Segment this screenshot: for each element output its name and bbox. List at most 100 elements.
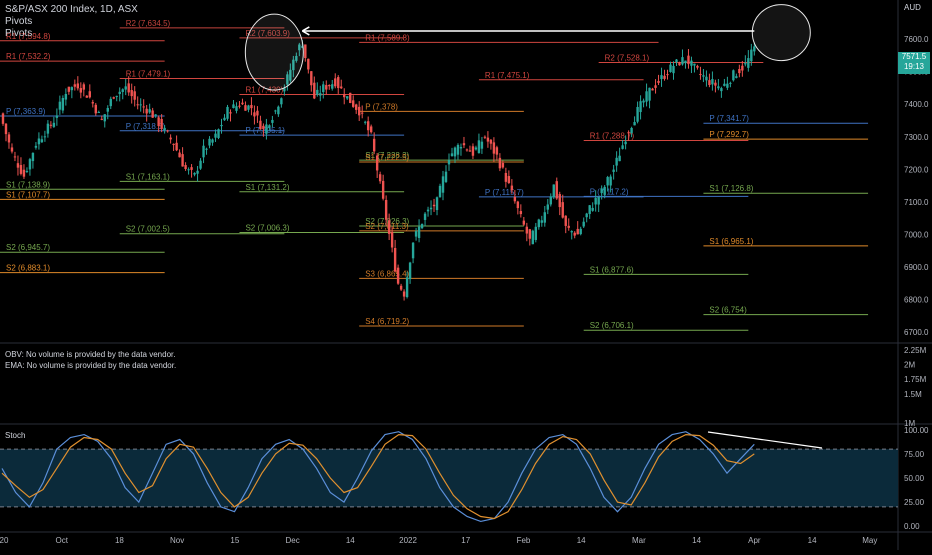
candle-body xyxy=(220,124,223,127)
y-tick-label: 7300.0 xyxy=(904,133,929,142)
candle-body xyxy=(322,84,325,93)
candle-body xyxy=(591,207,594,211)
candle-body xyxy=(28,159,32,170)
candle-body xyxy=(136,104,139,106)
candle-body xyxy=(217,129,220,138)
stoch-tick-label: 75.00 xyxy=(904,450,925,459)
candle-body xyxy=(489,139,493,144)
candle-body xyxy=(570,231,573,233)
candle-body xyxy=(202,145,205,158)
candle-body xyxy=(444,171,448,182)
pivots-label-1: Pivots xyxy=(5,16,33,27)
candle-body xyxy=(100,118,103,120)
obv-tick-label: 2M xyxy=(904,361,915,370)
candle-body xyxy=(639,101,642,113)
pivot-label: R1 (7,475.1) xyxy=(485,71,530,80)
candle-body xyxy=(531,230,535,245)
candle-body xyxy=(85,95,89,98)
candle-body xyxy=(363,121,367,123)
candle-body xyxy=(663,75,666,79)
candle-body xyxy=(579,228,582,235)
candle-body xyxy=(181,154,184,167)
pivot-label: S1 (7,107.7) xyxy=(6,190,50,199)
candle-body xyxy=(702,75,705,77)
candle-body xyxy=(468,150,472,152)
x-tick-label: 14 xyxy=(808,536,817,545)
candle-body xyxy=(492,142,496,154)
candle-body xyxy=(573,232,576,236)
candle-body xyxy=(525,226,529,234)
pivot-label: S1 (7,222.5) xyxy=(365,153,409,162)
candle-body xyxy=(247,105,250,110)
candle-body xyxy=(576,228,579,235)
candle-body xyxy=(729,82,732,84)
pivots-label-2: Pivots xyxy=(5,28,33,39)
candle-body xyxy=(334,78,337,87)
candle-body xyxy=(355,104,358,110)
candle-body xyxy=(582,221,585,227)
candle-body xyxy=(519,211,523,215)
candle-body xyxy=(97,111,100,113)
candle-body xyxy=(483,136,487,138)
candle-body xyxy=(387,220,391,234)
candle-body xyxy=(552,184,555,198)
pivot-label: R1 (7,589.8) xyxy=(365,33,410,42)
candle-body xyxy=(73,84,77,87)
candle-body xyxy=(717,86,720,89)
candle-body xyxy=(178,152,181,158)
x-tick-label: May xyxy=(862,536,877,545)
candle-body xyxy=(283,88,286,92)
pivot-label: P (7,117.2) xyxy=(590,187,629,196)
candle-body xyxy=(636,106,639,122)
candle-body xyxy=(160,118,163,129)
x-tick-label: 14 xyxy=(577,536,586,545)
candle-body xyxy=(310,71,313,86)
pivot-label: S2 (7,011.3) xyxy=(365,222,409,231)
candle-body xyxy=(534,226,538,240)
price-badge-timer: 19:13 xyxy=(903,62,925,71)
candle-body xyxy=(495,147,499,155)
candle-body xyxy=(726,83,729,88)
candle-body xyxy=(621,145,624,149)
candle-body xyxy=(651,88,654,91)
candle-body xyxy=(507,176,511,183)
x-tick-label: Nov xyxy=(170,536,184,545)
candle-body xyxy=(223,117,226,121)
obv-tick-label: 1.5M xyxy=(904,390,922,399)
candle-body xyxy=(375,155,379,171)
candle-body xyxy=(94,104,97,114)
candle-body xyxy=(157,117,160,127)
candle-body xyxy=(253,112,256,117)
pivot-label: S2 (7,006.3) xyxy=(245,223,289,232)
candle-body xyxy=(112,97,115,99)
pivot-label: P (7,292.7) xyxy=(709,130,749,139)
candle-body xyxy=(417,226,421,238)
candle-body xyxy=(486,137,490,142)
candle-body xyxy=(115,95,118,97)
candle-body xyxy=(67,86,71,92)
candle-body xyxy=(474,147,478,150)
candle-body xyxy=(88,91,91,98)
pivot-label: P (7,115.7) xyxy=(485,188,524,197)
candle-body xyxy=(456,144,460,155)
candle-body xyxy=(366,121,370,131)
obv-note: OBV: No volume is provided by the data v… xyxy=(5,350,176,359)
y-tick-label: 7100.0 xyxy=(904,198,929,207)
candle-body xyxy=(594,198,597,205)
chart-title: S&P/ASX 200 Index, 1D, ASX xyxy=(5,4,138,15)
pivot-label: S2 (7,026.3) xyxy=(365,217,409,226)
candle-body xyxy=(360,112,364,114)
candle-body xyxy=(633,122,636,126)
candle-body xyxy=(307,58,310,70)
candle-body xyxy=(372,138,376,152)
candle-body xyxy=(672,65,675,74)
candle-body xyxy=(615,157,618,166)
candle-body xyxy=(528,229,532,239)
x-tick-label: 14 xyxy=(346,536,355,545)
candle-body xyxy=(46,123,50,134)
candle-body xyxy=(235,106,238,111)
x-tick-label: Feb xyxy=(517,536,531,545)
candle-body xyxy=(747,58,750,68)
